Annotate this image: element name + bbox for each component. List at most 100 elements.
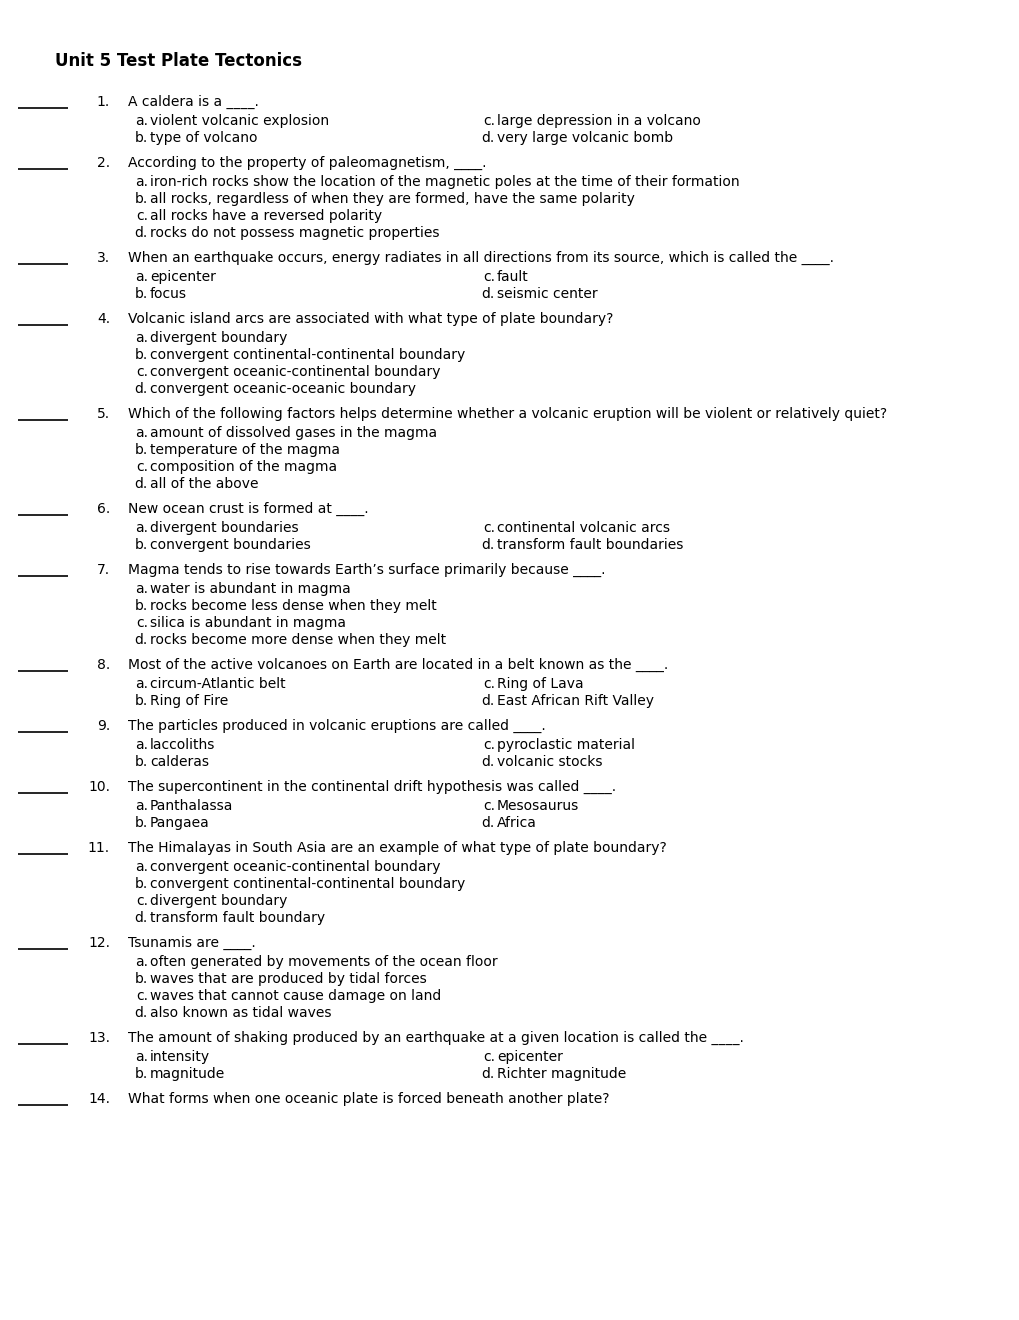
Text: often generated by movements of the ocean floor: often generated by movements of the ocea…	[150, 954, 497, 969]
Text: Ring of Lava: Ring of Lava	[496, 677, 583, 690]
Text: b.: b.	[135, 972, 148, 986]
Text: magnitude: magnitude	[150, 1067, 225, 1081]
Text: d.: d.	[135, 381, 148, 396]
Text: d.: d.	[135, 477, 148, 491]
Text: 1.: 1.	[97, 95, 110, 110]
Text: 12.: 12.	[88, 936, 110, 950]
Text: d.: d.	[481, 755, 494, 770]
Text: According to the property of paleomagnetism, ____.: According to the property of paleomagnet…	[127, 156, 486, 170]
Text: divergent boundaries: divergent boundaries	[150, 521, 299, 535]
Text: c.: c.	[483, 738, 494, 752]
Text: convergent continental-continental boundary: convergent continental-continental bound…	[150, 876, 465, 891]
Text: also known as tidal waves: also known as tidal waves	[150, 1006, 331, 1020]
Text: type of volcano: type of volcano	[150, 131, 257, 145]
Text: a.: a.	[135, 271, 148, 284]
Text: convergent oceanic-continental boundary: convergent oceanic-continental boundary	[150, 861, 440, 874]
Text: d.: d.	[135, 911, 148, 925]
Text: water is abundant in magma: water is abundant in magma	[150, 582, 351, 597]
Text: What forms when one oceanic plate is forced beneath another plate?: What forms when one oceanic plate is for…	[127, 1092, 609, 1106]
Text: fault: fault	[496, 271, 528, 284]
Text: 7.: 7.	[97, 564, 110, 577]
Text: c.: c.	[136, 894, 148, 908]
Text: Tsunamis are ____.: Tsunamis are ____.	[127, 936, 256, 950]
Text: waves that are produced by tidal forces: waves that are produced by tidal forces	[150, 972, 426, 986]
Text: c.: c.	[483, 799, 494, 813]
Text: all of the above: all of the above	[150, 477, 258, 491]
Text: Pangaea: Pangaea	[150, 816, 210, 830]
Text: d.: d.	[135, 634, 148, 647]
Text: epicenter: epicenter	[496, 1049, 562, 1064]
Text: a.: a.	[135, 114, 148, 128]
Text: rocks become less dense when they melt: rocks become less dense when they melt	[150, 599, 436, 612]
Text: b.: b.	[135, 1067, 148, 1081]
Text: 6.: 6.	[97, 502, 110, 516]
Text: a.: a.	[135, 954, 148, 969]
Text: New ocean crust is formed at ____.: New ocean crust is formed at ____.	[127, 502, 368, 516]
Text: c.: c.	[136, 989, 148, 1003]
Text: c.: c.	[136, 459, 148, 474]
Text: large depression in a volcano: large depression in a volcano	[496, 114, 700, 128]
Text: c.: c.	[483, 521, 494, 535]
Text: d.: d.	[481, 1067, 494, 1081]
Text: Mesosaurus: Mesosaurus	[496, 799, 579, 813]
Text: convergent oceanic-oceanic boundary: convergent oceanic-oceanic boundary	[150, 381, 416, 396]
Text: c.: c.	[483, 1049, 494, 1064]
Text: a.: a.	[135, 426, 148, 440]
Text: b.: b.	[135, 191, 148, 206]
Text: b.: b.	[135, 444, 148, 457]
Text: b.: b.	[135, 599, 148, 612]
Text: c.: c.	[483, 114, 494, 128]
Text: a.: a.	[135, 582, 148, 597]
Text: 2.: 2.	[97, 156, 110, 170]
Text: transform fault boundary: transform fault boundary	[150, 911, 325, 925]
Text: focus: focus	[150, 286, 186, 301]
Text: seismic center: seismic center	[496, 286, 597, 301]
Text: When an earthquake occurs, energy radiates in all directions from its source, wh: When an earthquake occurs, energy radiat…	[127, 251, 834, 265]
Text: d.: d.	[481, 131, 494, 145]
Text: rocks do not possess magnetic properties: rocks do not possess magnetic properties	[150, 226, 439, 240]
Text: 3.: 3.	[97, 251, 110, 265]
Text: c.: c.	[136, 366, 148, 379]
Text: pyroclastic material: pyroclastic material	[496, 738, 635, 752]
Text: c.: c.	[483, 271, 494, 284]
Text: 14.: 14.	[88, 1092, 110, 1106]
Text: The particles produced in volcanic eruptions are called ____.: The particles produced in volcanic erupt…	[127, 719, 545, 733]
Text: Ring of Fire: Ring of Fire	[150, 694, 228, 708]
Text: d.: d.	[481, 286, 494, 301]
Text: very large volcanic bomb: very large volcanic bomb	[496, 131, 673, 145]
Text: a.: a.	[135, 738, 148, 752]
Text: calderas: calderas	[150, 755, 209, 770]
Text: The supercontinent in the continental drift hypothesis was called ____.: The supercontinent in the continental dr…	[127, 780, 615, 795]
Text: divergent boundary: divergent boundary	[150, 331, 287, 345]
Text: a.: a.	[135, 521, 148, 535]
Text: silica is abundant in magma: silica is abundant in magma	[150, 616, 345, 630]
Text: 11.: 11.	[88, 841, 110, 855]
Text: temperature of the magma: temperature of the magma	[150, 444, 339, 457]
Text: divergent boundary: divergent boundary	[150, 894, 287, 908]
Text: 4.: 4.	[97, 312, 110, 326]
Text: d.: d.	[481, 694, 494, 708]
Text: b.: b.	[135, 816, 148, 830]
Text: composition of the magma: composition of the magma	[150, 459, 337, 474]
Text: d.: d.	[481, 816, 494, 830]
Text: a.: a.	[135, 799, 148, 813]
Text: Richter magnitude: Richter magnitude	[496, 1067, 626, 1081]
Text: Magma tends to rise towards Earth’s surface primarily because ____.: Magma tends to rise towards Earth’s surf…	[127, 564, 605, 577]
Text: d.: d.	[135, 226, 148, 240]
Text: c.: c.	[136, 209, 148, 223]
Text: a.: a.	[135, 331, 148, 345]
Text: Africa: Africa	[496, 816, 536, 830]
Text: Volcanic island arcs are associated with what type of plate boundary?: Volcanic island arcs are associated with…	[127, 312, 612, 326]
Text: d.: d.	[135, 1006, 148, 1020]
Text: continental volcanic arcs: continental volcanic arcs	[496, 521, 669, 535]
Text: 5.: 5.	[97, 407, 110, 421]
Text: laccoliths: laccoliths	[150, 738, 215, 752]
Text: a.: a.	[135, 176, 148, 189]
Text: b.: b.	[135, 539, 148, 552]
Text: c.: c.	[136, 616, 148, 630]
Text: c.: c.	[483, 677, 494, 690]
Text: 13.: 13.	[88, 1031, 110, 1045]
Text: iron-rich rocks show the location of the magnetic poles at the time of their for: iron-rich rocks show the location of the…	[150, 176, 739, 189]
Text: epicenter: epicenter	[150, 271, 216, 284]
Text: 9.: 9.	[97, 719, 110, 733]
